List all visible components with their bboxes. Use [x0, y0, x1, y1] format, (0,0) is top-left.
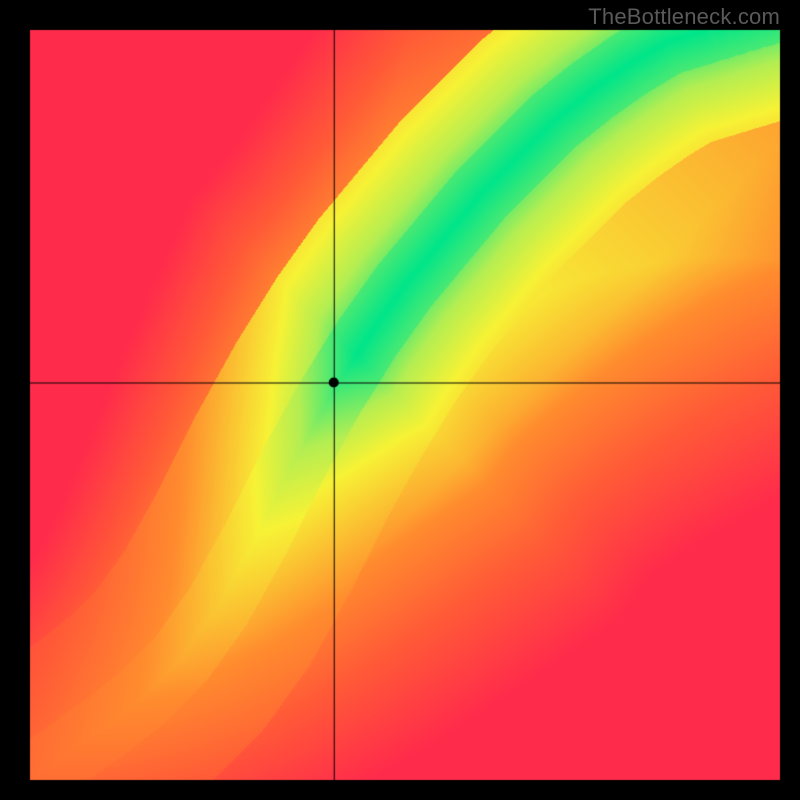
chart-container: TheBottleneck.com: [0, 0, 800, 800]
bottleneck-heatmap: [0, 0, 800, 800]
watermark-text: TheBottleneck.com: [588, 4, 780, 30]
